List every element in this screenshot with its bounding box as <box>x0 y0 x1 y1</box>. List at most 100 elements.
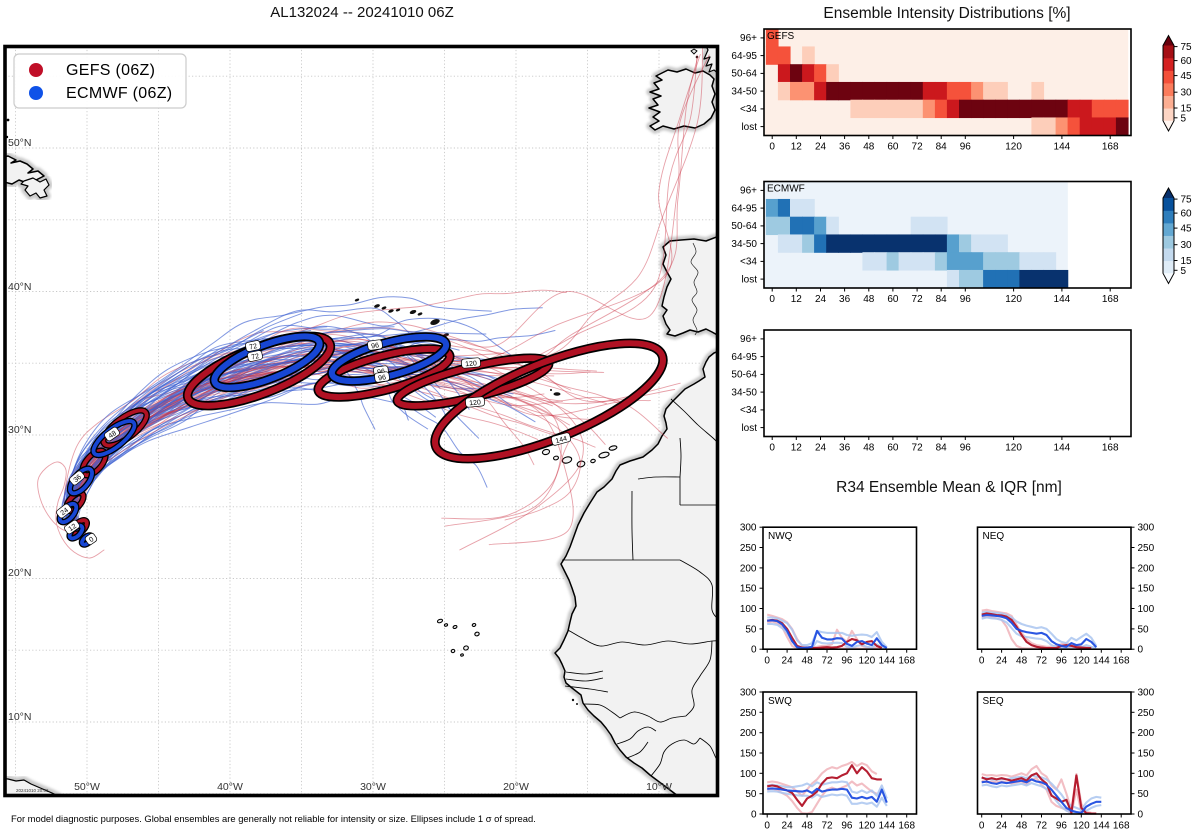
svg-text:72: 72 <box>249 343 258 351</box>
svg-text:NEQ: NEQ <box>983 531 1005 542</box>
svg-text:5: 5 <box>1181 266 1187 277</box>
svg-text:100: 100 <box>1138 769 1155 780</box>
svg-text:0: 0 <box>1138 810 1144 821</box>
svg-text:50: 50 <box>1138 789 1150 800</box>
svg-text:24: 24 <box>815 294 827 305</box>
svg-text:150: 150 <box>740 749 757 760</box>
svg-text:200: 200 <box>1138 728 1155 739</box>
svg-text:96: 96 <box>378 374 387 382</box>
svg-text:48: 48 <box>863 443 875 454</box>
svg-text:144: 144 <box>1093 656 1110 667</box>
svg-text:120: 120 <box>1005 142 1022 153</box>
svg-text:GEFS: GEFS <box>767 31 795 42</box>
svg-text:0: 0 <box>1138 645 1144 656</box>
svg-text:96: 96 <box>1056 656 1068 667</box>
svg-text:250: 250 <box>740 543 757 554</box>
svg-text:60: 60 <box>1181 56 1193 67</box>
svg-text:72: 72 <box>251 353 260 361</box>
svg-text:0: 0 <box>88 536 95 544</box>
svg-text:144: 144 <box>1054 294 1071 305</box>
svg-text:12: 12 <box>791 443 803 454</box>
svg-text:84: 84 <box>936 142 948 153</box>
svg-text:50: 50 <box>745 789 757 800</box>
svg-text:34-50: 34-50 <box>731 387 757 398</box>
svg-text:50-64: 50-64 <box>731 69 757 80</box>
svg-text:64-95: 64-95 <box>731 203 757 214</box>
svg-text:lost: lost <box>741 274 757 285</box>
svg-text:200: 200 <box>1138 563 1155 574</box>
svg-text:250: 250 <box>740 708 757 719</box>
svg-text:0: 0 <box>979 821 985 832</box>
svg-text:60: 60 <box>887 294 899 305</box>
svg-text:0: 0 <box>764 821 770 832</box>
svg-text:lost: lost <box>741 122 757 133</box>
svg-text:5: 5 <box>1181 113 1187 124</box>
svg-text:50-64: 50-64 <box>731 221 757 232</box>
svg-text:30: 30 <box>1181 88 1193 99</box>
svg-text:168: 168 <box>1102 142 1119 153</box>
svg-text:72: 72 <box>912 443 924 454</box>
svg-text:84: 84 <box>936 294 948 305</box>
svg-text:96: 96 <box>960 142 972 153</box>
svg-text:36: 36 <box>839 294 851 305</box>
svg-text:50°N: 50°N <box>8 137 31 149</box>
svg-text:48: 48 <box>802 821 814 832</box>
svg-text:72: 72 <box>1036 821 1048 832</box>
svg-text:150: 150 <box>1138 749 1155 760</box>
svg-text:120: 120 <box>469 399 481 407</box>
svg-text:40°N: 40°N <box>8 281 31 293</box>
svg-text:20241010 20:06: 20241010 20:06 <box>16 788 49 793</box>
svg-text:10°N: 10°N <box>8 711 31 723</box>
svg-text:96: 96 <box>960 294 972 305</box>
svg-text:48: 48 <box>1016 821 1028 832</box>
svg-text:48: 48 <box>863 142 875 153</box>
svg-text:72: 72 <box>912 142 924 153</box>
svg-text:60: 60 <box>887 443 899 454</box>
svg-text:AL132024 -- 20241010 06Z: AL132024 -- 20241010 06Z <box>270 4 453 21</box>
svg-text:72: 72 <box>821 656 833 667</box>
svg-text:96+: 96+ <box>740 334 757 345</box>
svg-text:64-95: 64-95 <box>731 352 757 363</box>
svg-text:200: 200 <box>740 728 757 739</box>
svg-text:0: 0 <box>979 656 985 667</box>
svg-text:lost: lost <box>741 423 757 434</box>
svg-text:250: 250 <box>1138 708 1155 719</box>
svg-text:50: 50 <box>745 624 757 635</box>
svg-text:ECMWF (06Z): ECMWF (06Z) <box>66 85 172 102</box>
svg-text:300: 300 <box>740 688 757 699</box>
svg-text:120: 120 <box>1005 443 1022 454</box>
svg-text:96: 96 <box>960 443 972 454</box>
svg-text:45: 45 <box>1181 71 1193 82</box>
svg-text:12: 12 <box>68 523 78 533</box>
svg-text:120: 120 <box>1073 656 1090 667</box>
svg-text:120: 120 <box>465 360 477 368</box>
svg-text:168: 168 <box>1113 821 1130 832</box>
svg-text:168: 168 <box>1102 443 1119 454</box>
svg-text:96: 96 <box>371 342 380 350</box>
svg-text:36: 36 <box>839 142 851 153</box>
svg-text:100: 100 <box>740 604 757 615</box>
svg-text:48: 48 <box>108 430 118 440</box>
svg-text:30°W: 30°W <box>360 781 386 793</box>
svg-text:96: 96 <box>1056 821 1068 832</box>
svg-text:72: 72 <box>912 294 924 305</box>
svg-text:60: 60 <box>887 142 899 153</box>
svg-text:96+: 96+ <box>740 33 757 44</box>
svg-text:48: 48 <box>1016 656 1028 667</box>
svg-text:300: 300 <box>740 523 757 534</box>
svg-text:0: 0 <box>751 645 757 656</box>
svg-text:120: 120 <box>858 821 875 832</box>
svg-text:24: 24 <box>815 443 827 454</box>
svg-text:R34 Ensemble Mean & IQR [nm]: R34 Ensemble Mean & IQR [nm] <box>836 479 1062 496</box>
svg-text:0: 0 <box>769 142 775 153</box>
svg-text:GEFS (06Z): GEFS (06Z) <box>66 62 155 79</box>
svg-text:120: 120 <box>1005 294 1022 305</box>
svg-text:168: 168 <box>1113 656 1130 667</box>
svg-text:168: 168 <box>898 656 915 667</box>
svg-text:Ensemble Intensity Distributio: Ensemble Intensity Distributions [%] <box>823 5 1070 22</box>
svg-text:SWQ: SWQ <box>768 696 792 707</box>
svg-text:144: 144 <box>878 821 895 832</box>
svg-text:For model diagnostic purposes.: For model diagnostic purposes. Global en… <box>11 813 536 824</box>
svg-text:144: 144 <box>555 435 568 445</box>
svg-text:34-50: 34-50 <box>731 239 757 250</box>
